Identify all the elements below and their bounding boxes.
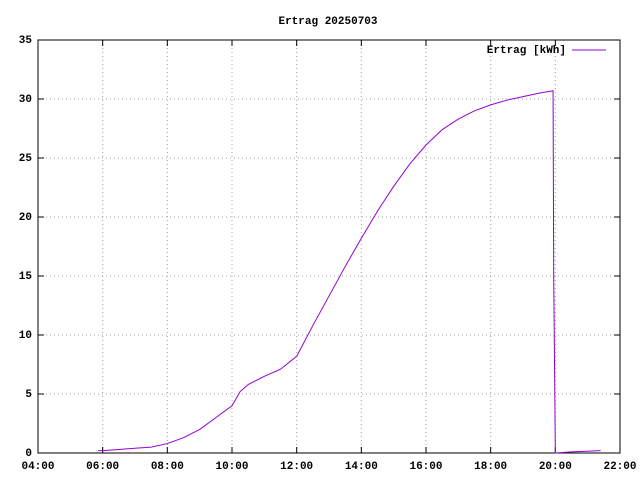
x-tick-label: 18:00 (474, 461, 507, 473)
x-tick-label: 20:00 (539, 461, 572, 473)
y-tick-label: 15 (19, 271, 33, 283)
y-tick-label: 0 (25, 448, 32, 460)
y-tick-label: 20 (19, 212, 32, 224)
x-tick-label: 14:00 (345, 461, 378, 473)
y-tick-label: 30 (19, 94, 32, 106)
x-tick-label: 22:00 (603, 461, 636, 473)
x-tick-label: 16:00 (409, 461, 442, 473)
x-tick-label: 10:00 (215, 461, 248, 473)
y-tick-label: 35 (19, 35, 33, 47)
y-tick-label: 5 (25, 389, 32, 401)
x-tick-label: 08:00 (151, 461, 184, 473)
x-tick-label: 06:00 (86, 461, 119, 473)
x-tick-label: 12:00 (280, 461, 313, 473)
y-tick-label: 25 (19, 153, 33, 165)
y-tick-label: 10 (19, 330, 32, 342)
data-line (98, 90, 601, 454)
chart-title: Ertrag 20250703 (278, 16, 377, 28)
legend-label: Ertrag [kWh] (487, 45, 566, 57)
plot-frame (37, 39, 621, 454)
x-tick-label: 04:00 (21, 461, 54, 473)
